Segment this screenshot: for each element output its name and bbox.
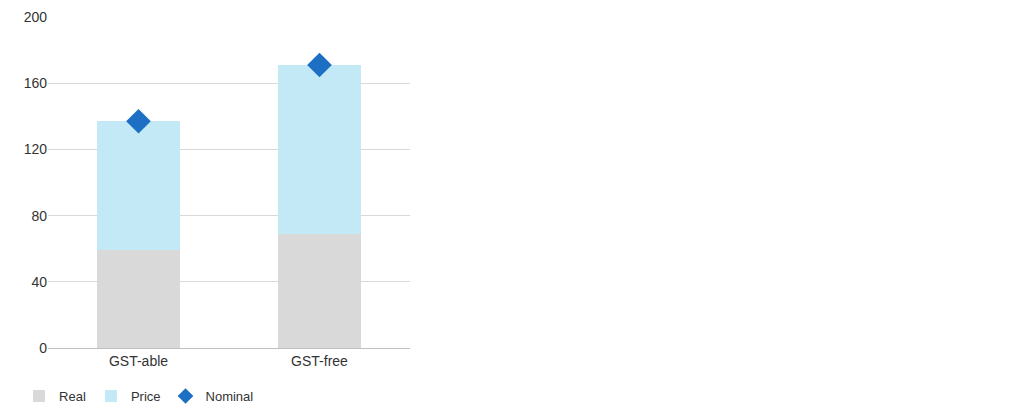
svg-text:Real: Real <box>59 389 86 404</box>
svg-text:80: 80 <box>31 208 47 224</box>
svg-text:0: 0 <box>39 340 47 356</box>
svg-text:40: 40 <box>31 274 47 290</box>
svg-text:GST-able: GST-able <box>109 353 168 369</box>
svg-text:GST-free: GST-free <box>291 353 348 369</box>
svg-text:160: 160 <box>24 75 48 91</box>
svg-text:Nominal: Nominal <box>206 389 254 404</box>
svg-text:200: 200 <box>24 9 48 25</box>
svg-text:Price: Price <box>131 389 161 404</box>
svg-text:120: 120 <box>24 141 48 157</box>
